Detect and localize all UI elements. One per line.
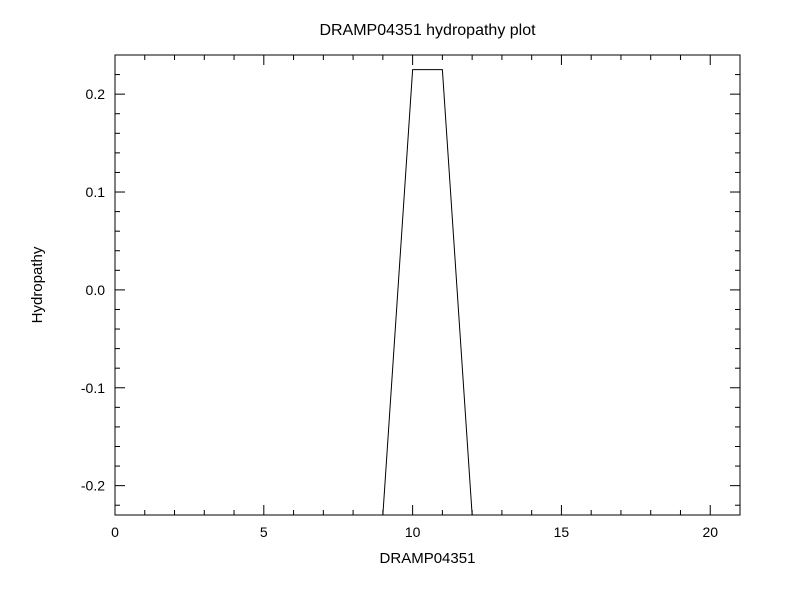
hydropathy-chart: 0 5 10 15 20 -0.2 -0.1 0.0 0.1 0.2 DRAMP04351 hydr… xyxy=(0,0,800,600)
x-tick-label: 20 xyxy=(702,524,718,540)
x-tick-label: 0 xyxy=(111,524,119,540)
y-tick-label: 0.0 xyxy=(86,282,106,298)
y-tick-label: -0.2 xyxy=(81,478,105,494)
y-tick-label: -0.1 xyxy=(81,380,105,396)
y-tick-label: 0.1 xyxy=(86,184,106,200)
data-series xyxy=(383,70,472,515)
y-tick-label: 0.2 xyxy=(86,86,106,102)
y-axis-label: Hydropathy xyxy=(29,246,46,323)
chart-svg: 0 5 10 15 20 -0.2 -0.1 0.0 0.1 0.2 DRAMP04351 hydr… xyxy=(0,0,800,600)
x-tick-label: 10 xyxy=(405,524,421,540)
chart-title: DRAMP04351 hydropathy plot xyxy=(319,22,536,39)
x-tick-label: 15 xyxy=(554,524,570,540)
x-tick-label: 5 xyxy=(260,524,268,540)
x-axis-label: DRAMP04351 xyxy=(380,550,476,567)
